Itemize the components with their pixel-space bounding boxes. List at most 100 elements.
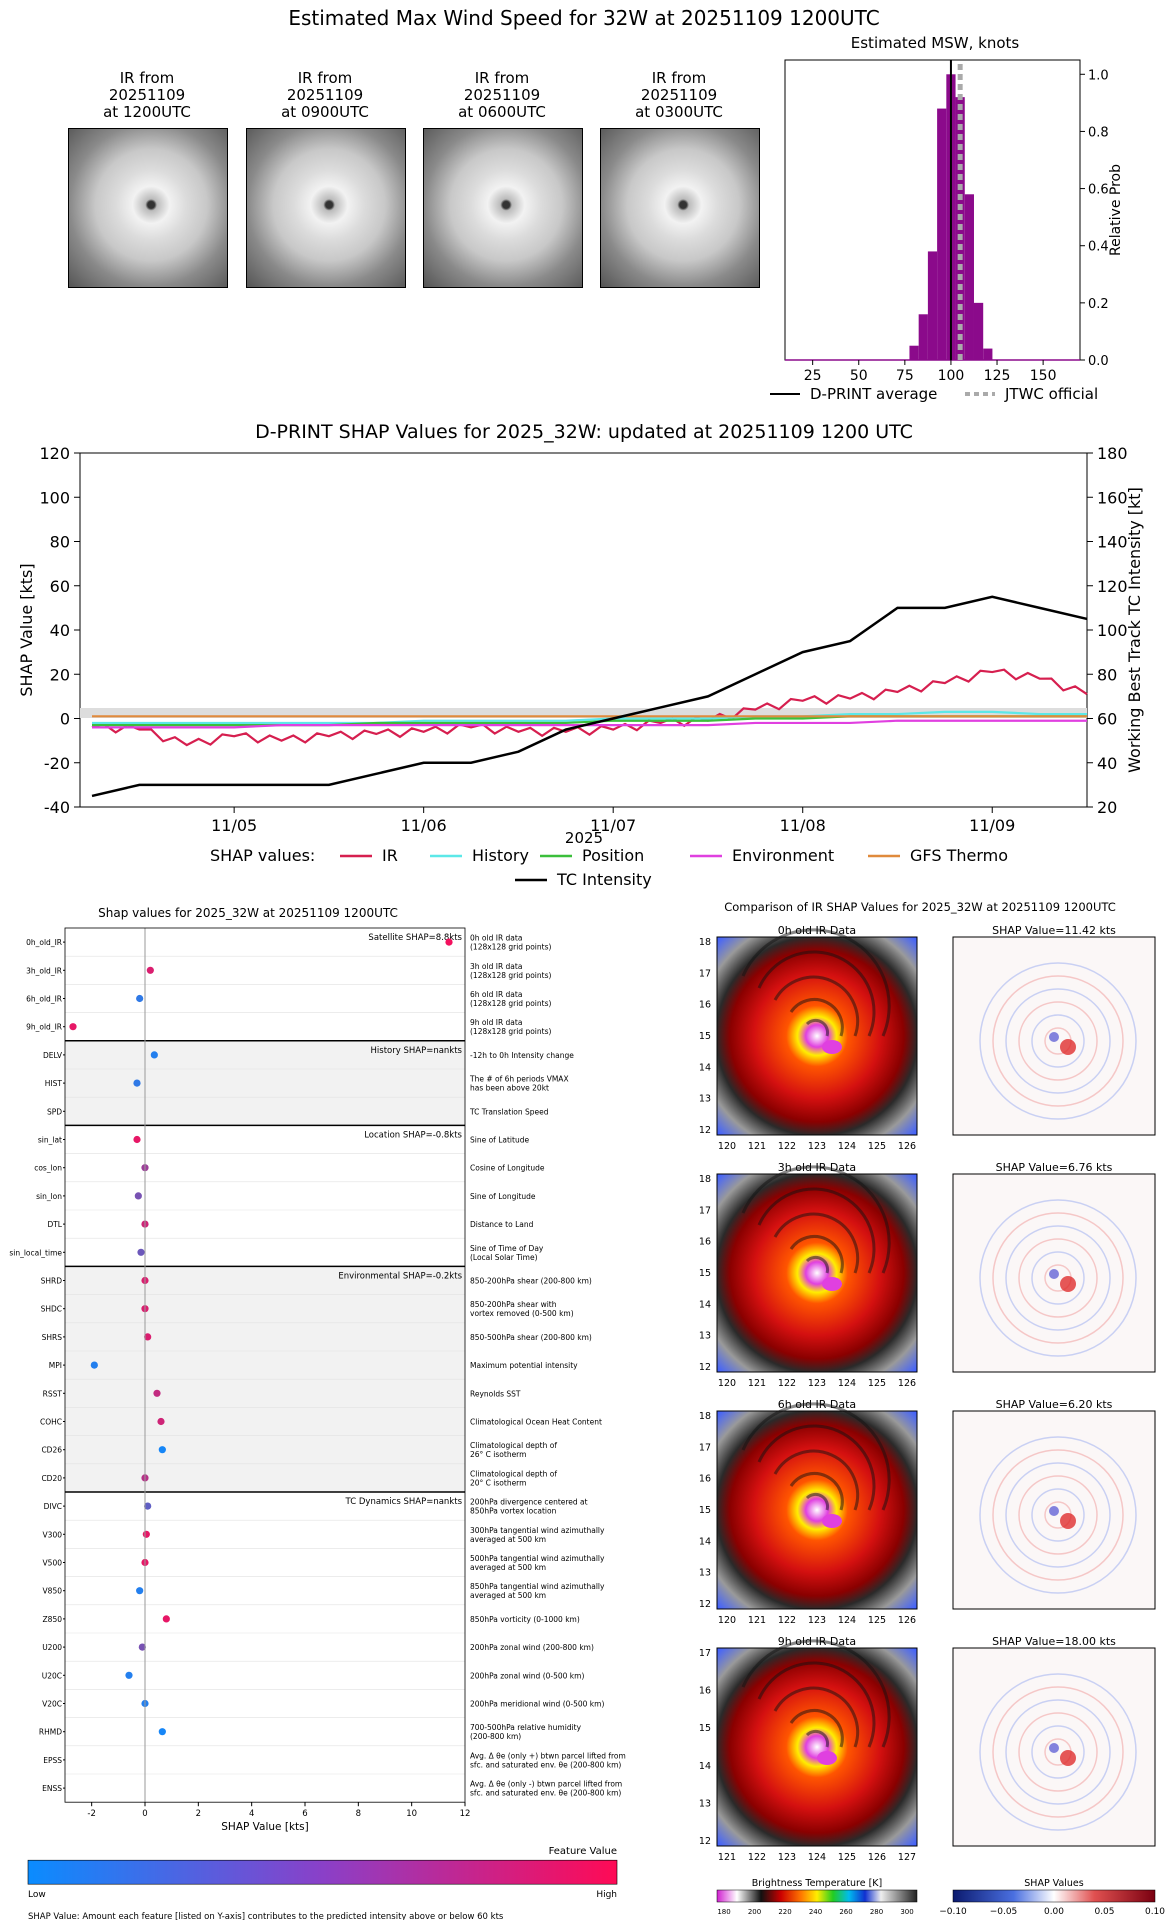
group-label: Location SHAP=-0.8kts — [364, 1130, 462, 1140]
feature-label: sin_lon — [36, 1192, 62, 1201]
feature-description: 26° C isotherm — [470, 1450, 526, 1459]
ir-ytick: 12 — [699, 1362, 711, 1373]
feature-label: 6h_old_IR — [26, 995, 62, 1004]
ir-xtick: 123 — [778, 1852, 796, 1863]
shap-point — [162, 1615, 170, 1623]
ts-xtick: 11/08 — [780, 816, 826, 835]
feature-description: 300hPa tangential wind azimuthally — [470, 1526, 605, 1535]
feature-label: 0h_old_IR — [26, 938, 62, 947]
feature-description: 850hPa vortex location — [470, 1507, 557, 1516]
hist-bar — [983, 348, 993, 360]
feature-description: (Local Solar Time) — [470, 1253, 538, 1262]
hist-yticks: 0.0 0.2 0.4 0.6 0.8 1.0 — [1080, 68, 1109, 369]
ir-eye-feature — [817, 1751, 837, 1765]
hist-bar — [909, 345, 919, 360]
feature-description: (128x128 grid points) — [470, 1027, 551, 1036]
feature-label: U200 — [42, 1643, 62, 1652]
ts-xtick: 11/07 — [590, 816, 636, 835]
ir-ytick: 17 — [699, 1205, 711, 1216]
sv-colorbar-tick: 0.10 — [1145, 1907, 1165, 1917]
ir-ytick: 13 — [699, 1568, 711, 1579]
feature-label: V300 — [43, 1530, 63, 1539]
shap-timeseries-chart: -40 -20 0 20 40 60 80 100 120 20 40 60 80 100 120 140 16… — [17, 445, 1144, 889]
feature-description: sfc. and saturated env. θe (200-800 km) — [470, 1760, 621, 1769]
ir-ytick: 16 — [699, 1000, 711, 1011]
feature-description: Avg. Δ θe (only +) btwn parcel lifted fr… — [470, 1751, 626, 1760]
ts-xtick: 11/05 — [211, 816, 257, 835]
feature-description: 850-500hPa shear (200-800 km) — [470, 1333, 592, 1342]
ir-xtick: 122 — [748, 1852, 766, 1863]
feature-label: DTL — [47, 1220, 62, 1229]
beeswarm-xtick: 0 — [142, 1809, 147, 1819]
hist-bar — [973, 302, 984, 360]
ts-legend-title: SHAP values: — [210, 846, 315, 865]
ir-ytick: 12 — [699, 1599, 711, 1610]
sv-colorbar — [952, 1889, 1156, 1903]
feature-description: 850hPa tangential wind azimuthally — [470, 1582, 605, 1591]
ir-ytick: 14 — [699, 1062, 711, 1073]
feature-description: 20° C isotherm — [470, 1478, 526, 1487]
ir-xtick: 124 — [838, 1141, 856, 1152]
feature-description: 850hPa vorticity (0-1000 km) — [470, 1615, 580, 1624]
feature-label: SHDC — [41, 1305, 62, 1314]
ts-ytick-left: -40 — [44, 798, 70, 817]
ts-ytick-right: 60 — [1097, 710, 1117, 729]
group-label: TC Dynamics SHAP=nankts — [345, 1497, 463, 1507]
feature-description: Distance to Land — [470, 1220, 534, 1229]
ir-ytick: 15 — [699, 1268, 711, 1279]
ts-legend-item: TC Intensity — [556, 870, 652, 889]
ir-xtick: 120 — [718, 1141, 736, 1152]
ir-xtick: 122 — [778, 1615, 796, 1626]
thumb-caption: IR from 20251109 at 0600UTC — [458, 69, 546, 121]
hist-bars — [785, 60, 1080, 361]
colorbar-high: High — [596, 1890, 617, 1900]
feature-label: CD20 — [41, 1474, 62, 1483]
ir-ytick: 12 — [699, 1836, 711, 1847]
beeswarm-xtick: 8 — [356, 1809, 361, 1819]
feature-label: SHRD — [41, 1277, 63, 1286]
beeswarm-xtick: 4 — [249, 1809, 254, 1819]
beeswarm-xtick: 6 — [302, 1809, 307, 1819]
bt-colorbar-tick: 280 — [870, 1908, 883, 1916]
main-title: Estimated Max Wind Speed for 32W at 2025… — [288, 6, 880, 30]
feature-description: (128x128 grid points) — [470, 943, 551, 952]
ts-legend-item: Environment — [732, 846, 834, 865]
ts-ytick-right: 180 — [1097, 445, 1128, 463]
ts-series-tc-intensity — [91, 595, 1088, 798]
feature-description: 9h old IR data — [470, 1018, 522, 1027]
ir-xtick: 126 — [898, 1378, 916, 1389]
feature-description: Climatological depth of — [470, 1441, 557, 1450]
feature-label: Z850 — [43, 1615, 63, 1624]
ts-legend-item: History — [472, 846, 529, 865]
feature-description: Climatological depth of — [470, 1469, 557, 1478]
feature-label: DELV — [43, 1051, 63, 1060]
beeswarm-title: Shap values for 2025_32W at 20251109 120… — [98, 906, 398, 920]
colorbar-title: Feature Value — [549, 1846, 617, 1857]
ir-xtick: 126 — [898, 1615, 916, 1626]
hist-xtick: 75 — [896, 368, 914, 384]
sv-colorbar-tick: −0.05 — [990, 1907, 1018, 1917]
sv-colorbar-label: SHAP Values — [1024, 1878, 1084, 1889]
feature-description: 200hPa zonal wind (200-800 km) — [470, 1643, 594, 1652]
ts-xlabel: 2025 — [565, 829, 603, 847]
beeswarm-xtick: 2 — [196, 1809, 201, 1819]
hist-xtick: 100 — [938, 368, 965, 384]
beeswarm-xlabel: SHAP Value [kts] — [221, 1821, 308, 1833]
hist-bar — [918, 314, 928, 360]
ir-ytick: 16 — [699, 1237, 711, 1248]
shap-point — [158, 1728, 166, 1736]
shap-point — [150, 1051, 158, 1059]
hist-bar — [964, 194, 974, 360]
ir-ytick: 14 — [699, 1299, 711, 1310]
ir-ytick: 14 — [699, 1536, 711, 1547]
beeswarm-xtick: -2 — [87, 1809, 95, 1819]
shap-point — [69, 1023, 77, 1031]
feature-description: 850-200hPa shear with — [470, 1300, 557, 1309]
ts-ytick-left: 100 — [39, 488, 70, 507]
ir-thumbnail-image — [246, 128, 406, 288]
ir-xtick: 125 — [838, 1852, 856, 1863]
hist-xtick: 50 — [850, 368, 868, 384]
ts-ytick-left: 120 — [39, 445, 70, 463]
shap-point — [138, 1643, 146, 1651]
sv-colorbar-tick: −0.10 — [939, 1907, 967, 1917]
